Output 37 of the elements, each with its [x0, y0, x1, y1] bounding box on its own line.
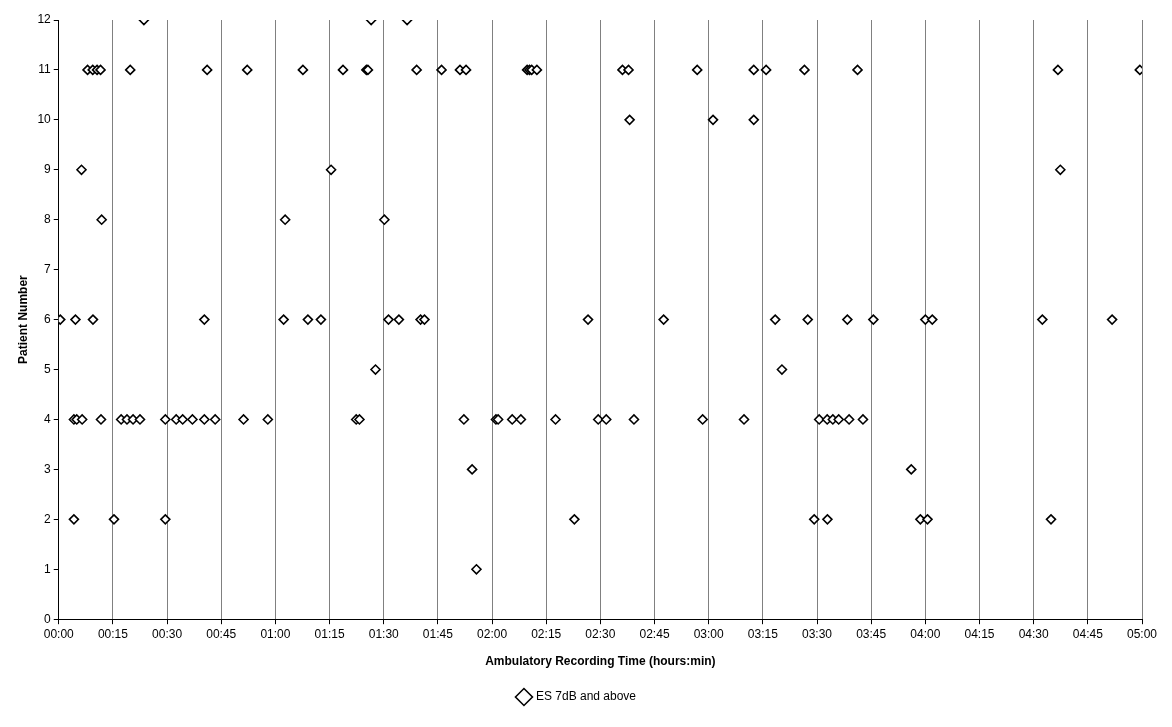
- y-tick-label: 3: [44, 461, 52, 476]
- x-tick-label: 00:00: [43, 626, 75, 641]
- y-tick-label: 6: [44, 311, 52, 326]
- x-tick-label: 04:15: [964, 626, 995, 641]
- x-tick-label: 03:30: [802, 626, 833, 641]
- x-tick-label: 00:30: [152, 626, 183, 641]
- x-tick-label: 04:45: [1072, 626, 1104, 641]
- x-tick-label: 00:15: [97, 626, 129, 641]
- x-tick-label: 05:00: [1126, 626, 1158, 641]
- y-axis-title: Patient Number: [15, 274, 30, 364]
- y-tick-label: 11: [38, 62, 52, 77]
- y-tick-label: 0: [44, 611, 52, 626]
- y-tick-label: 5: [44, 361, 52, 376]
- x-tick-label: 03:00: [693, 626, 725, 641]
- x-tick-label: 01:00: [260, 626, 291, 641]
- x-tick-label: 04:00: [910, 626, 941, 641]
- x-tick-label: 04:30: [1018, 626, 1050, 641]
- x-tick-label: 01:30: [368, 626, 400, 641]
- x-tick-label: 01:15: [314, 626, 345, 641]
- x-tick-label: 01:45: [422, 626, 454, 641]
- x-tick-label: 03:15: [747, 626, 779, 641]
- x-tick-label: 02:00: [477, 626, 508, 641]
- x-tick-label: 02:45: [639, 626, 670, 641]
- y-tick-label: 1: [44, 561, 52, 576]
- y-tick-label: 10: [37, 112, 52, 127]
- y-tick-label: 9: [44, 162, 52, 177]
- y-tick-label: 2: [44, 511, 52, 526]
- x-tick-label: 02:30: [585, 626, 616, 641]
- x-tick-label: 00:45: [206, 626, 237, 641]
- x-tick-label: 03:45: [856, 626, 887, 641]
- y-tick-label: 4: [44, 411, 52, 426]
- y-tick-label: 7: [44, 261, 52, 276]
- y-tick-label: 8: [44, 212, 52, 227]
- x-tick-label: 02:15: [531, 626, 562, 641]
- x-axis-title: Ambulatory Recording Time (hours:min): [485, 654, 716, 669]
- legend-label: ES 7dB and above: [535, 689, 637, 704]
- y-tick-label: 12: [37, 12, 52, 27]
